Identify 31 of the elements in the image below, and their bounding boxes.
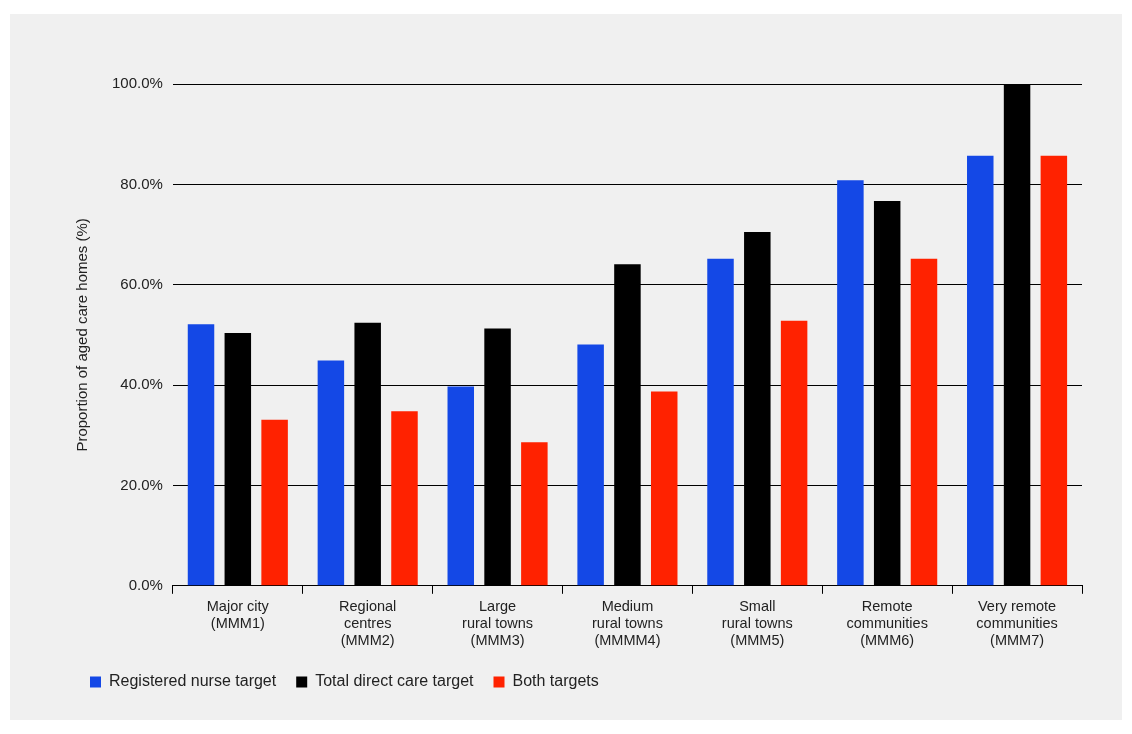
legend-label: Registered nurse target bbox=[109, 672, 277, 690]
x-tick-label: Medium rural towns (MMMM4) bbox=[591, 597, 663, 649]
x-tick-label: Very remote communities (MMM7) bbox=[976, 597, 1058, 649]
y-tick-label: 20.0% bbox=[120, 475, 163, 493]
x-tick-label: Remote communities (MMM6) bbox=[846, 597, 928, 649]
x-tick-label: Large rural towns (MMM3) bbox=[462, 597, 534, 649]
y-tick-label: 0.0% bbox=[128, 575, 163, 593]
y-tick-label: 40.0% bbox=[120, 375, 163, 393]
bar bbox=[187, 324, 215, 586]
bar bbox=[780, 320, 808, 586]
bar bbox=[707, 258, 734, 586]
x-tick-label: Major city (MMM1) bbox=[206, 597, 270, 631]
bar bbox=[837, 180, 864, 586]
y-tick-label: 60.0% bbox=[120, 274, 163, 292]
bar bbox=[650, 391, 678, 586]
bar bbox=[447, 386, 475, 586]
legend-label: Total direct care target bbox=[315, 672, 475, 690]
bar bbox=[261, 419, 288, 586]
legend-label: Both targets bbox=[512, 672, 599, 690]
x-tick-label: Small rural towns (MMM5) bbox=[721, 597, 793, 649]
bar bbox=[967, 155, 994, 586]
bar bbox=[910, 258, 938, 586]
x-tick-label: Regional centres (MMM2) bbox=[339, 597, 397, 649]
y-tick-label: 80.0% bbox=[120, 174, 163, 192]
bar bbox=[521, 442, 548, 586]
bar bbox=[317, 360, 345, 586]
bar bbox=[1040, 155, 1068, 586]
bar bbox=[391, 411, 418, 586]
y-tick-label: 100.0% bbox=[112, 74, 163, 92]
y-axis-title: Proportion of aged care homes (%) bbox=[73, 218, 91, 452]
bar bbox=[577, 344, 604, 586]
